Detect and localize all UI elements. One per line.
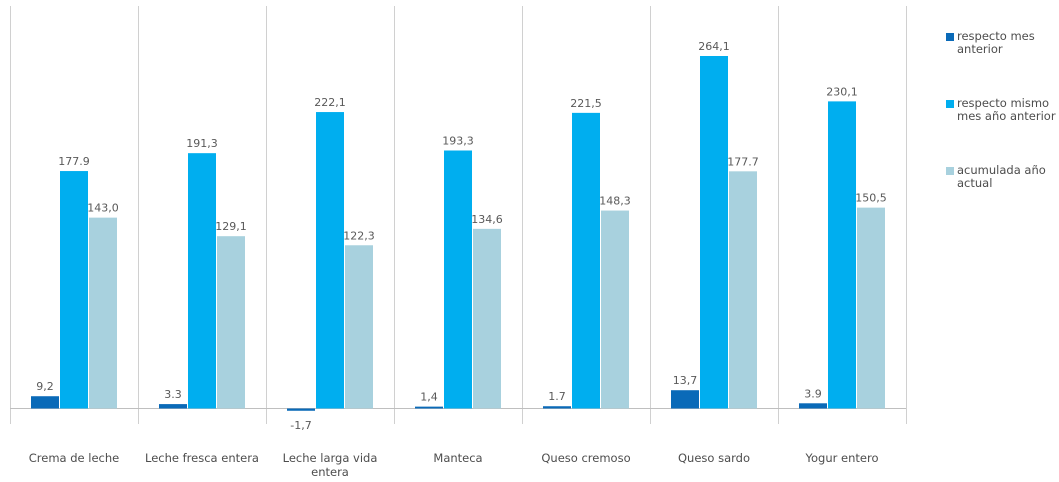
bar-acumulada-ano-actual-crema-de-leche — [89, 218, 117, 409]
bar-respecto-mismo-mes-ano-anterior-manteca — [444, 150, 472, 408]
data-label: 193,3 — [442, 134, 474, 147]
bar-respecto-mismo-mes-ano-anterior-yogur-entero — [828, 101, 856, 408]
legend-label: mes año anterior — [957, 110, 1058, 123]
bar-respecto-mes-anterior-manteca — [415, 407, 443, 409]
legend-swatch — [946, 100, 954, 108]
category-label: Queso cremoso — [541, 451, 630, 465]
data-label: 177.7 — [727, 155, 759, 168]
legend-swatch — [946, 167, 954, 175]
bar-acumulada-ano-actual-manteca — [473, 229, 501, 409]
bar-acumulada-ano-actual-leche-fresca-entera — [217, 236, 245, 408]
bar-acumulada-ano-actual-queso-cremoso — [601, 211, 629, 409]
legend-label: actual — [957, 177, 1058, 190]
legend-swatch — [946, 33, 954, 41]
chart-legend: respecto mes anterior respecto mismo mes… — [946, 30, 1058, 231]
bar-respecto-mismo-mes-ano-anterior-leche-larga-vida-entera — [316, 112, 344, 408]
legend-item-acumulada-ano-actual: acumulada año actual — [946, 164, 1058, 190]
category-label: Leche larga vida — [283, 451, 378, 465]
category-label: entera — [311, 465, 349, 479]
data-label: 3.9 — [804, 387, 822, 400]
legend-item-respecto-mismo-mes: respecto mismo mes año anterior — [946, 97, 1058, 123]
data-label: 230,1 — [826, 85, 858, 98]
data-label: 122,3 — [343, 229, 375, 242]
bar-acumulada-ano-actual-leche-larga-vida-entera — [345, 245, 373, 408]
bar-respecto-mismo-mes-ano-anterior-queso-cremoso — [572, 113, 600, 409]
bar-acumulada-ano-actual-yogur-entero — [857, 208, 885, 409]
data-label: 222,1 — [314, 96, 346, 109]
data-label: 134,6 — [471, 213, 503, 226]
data-label: 1.7 — [548, 390, 566, 403]
bar-respecto-mes-anterior-leche-larga-vida-entera — [287, 409, 315, 411]
data-label: 1,4 — [420, 391, 438, 404]
data-label: 177.9 — [58, 155, 90, 168]
bar-respecto-mismo-mes-ano-anterior-queso-sardo — [700, 56, 728, 409]
bar-respecto-mismo-mes-ano-anterior-leche-fresca-entera — [188, 153, 216, 408]
bar-respecto-mes-anterior-yogur-entero — [799, 403, 827, 408]
category-label: Leche fresca entera — [145, 451, 259, 465]
bar-respecto-mismo-mes-ano-anterior-crema-de-leche — [60, 171, 88, 408]
data-label: 129,1 — [215, 220, 247, 233]
data-label: -1,7 — [290, 419, 311, 432]
bar-respecto-mes-anterior-queso-sardo — [671, 390, 699, 408]
data-label: 3.3 — [164, 388, 182, 401]
data-label: 221,5 — [570, 97, 602, 110]
bar-respecto-mes-anterior-leche-fresca-entera — [159, 404, 187, 408]
data-label: 264,1 — [698, 40, 730, 53]
data-label: 191,3 — [186, 137, 218, 150]
category-label: Crema de leche — [29, 451, 119, 465]
bar-respecto-mes-anterior-queso-cremoso — [543, 406, 571, 408]
legend-label: anterior — [957, 43, 1058, 56]
category-label: Yogur entero — [805, 451, 879, 465]
data-label: 13,7 — [673, 374, 698, 387]
bar-acumulada-ano-actual-queso-sardo — [729, 171, 757, 408]
bar-respecto-mes-anterior-crema-de-leche — [31, 396, 59, 408]
data-label: 148,3 — [599, 195, 631, 208]
data-label: 143,0 — [87, 202, 119, 215]
legend-item-respecto-mes-anterior: respecto mes anterior — [946, 30, 1058, 56]
category-label: Manteca — [433, 451, 482, 465]
data-label: 150,5 — [855, 192, 887, 205]
data-label: 9,2 — [36, 380, 54, 393]
category-label: Queso sardo — [678, 451, 750, 465]
